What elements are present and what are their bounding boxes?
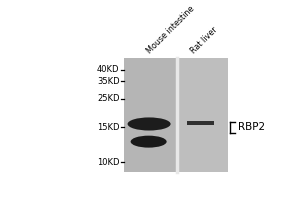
Bar	[187, 121, 214, 125]
Bar	[124, 58, 176, 172]
Text: 10KD: 10KD	[97, 158, 120, 167]
Text: 40KD: 40KD	[97, 65, 120, 74]
Text: Rat liver: Rat liver	[189, 25, 219, 56]
Bar	[178, 58, 228, 172]
Ellipse shape	[128, 117, 171, 131]
Ellipse shape	[130, 136, 167, 148]
Text: 25KD: 25KD	[97, 94, 120, 103]
Text: 15KD: 15KD	[97, 123, 120, 132]
Text: Mouse intestine: Mouse intestine	[145, 4, 196, 56]
Text: RBP2: RBP2	[238, 122, 265, 132]
Text: 35KD: 35KD	[97, 77, 120, 86]
